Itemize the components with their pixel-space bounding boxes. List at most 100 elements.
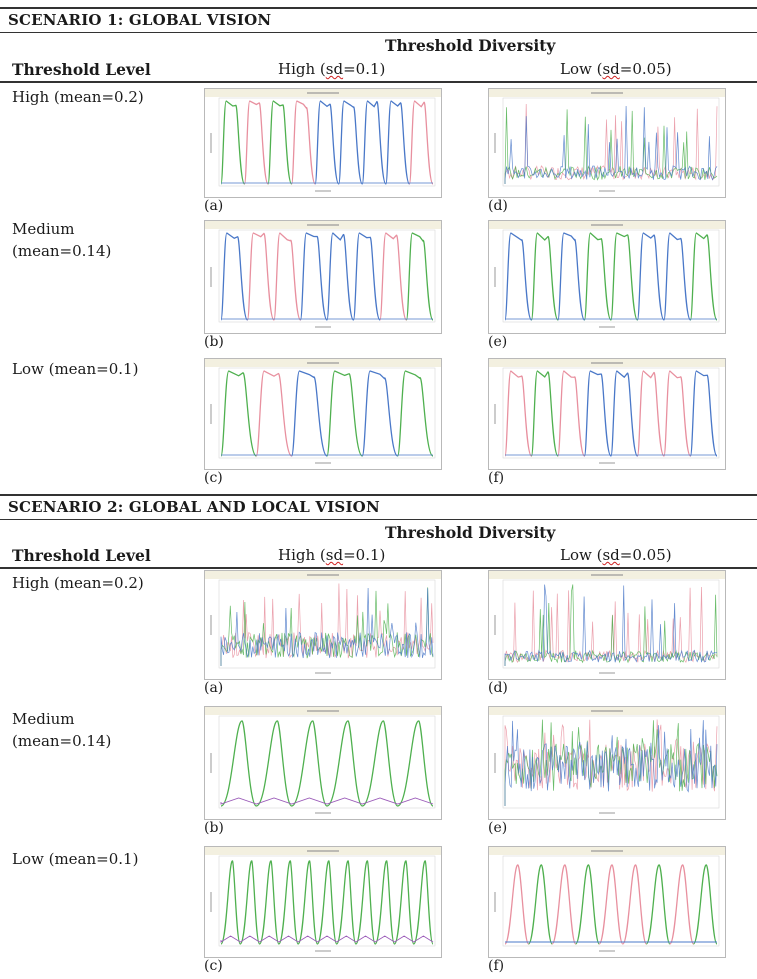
- s1-plot-c-svg: [205, 359, 441, 464]
- scenario-1-title-rule: [0, 32, 757, 33]
- s2-plot-a-svg: [205, 571, 441, 674]
- s2-panel-b-label: (b): [204, 820, 224, 836]
- s2-threshold-level-heading: Threshold Level: [12, 546, 151, 565]
- s2-panel-f-label: (f): [488, 958, 505, 974]
- s2-plot-b: [204, 706, 442, 820]
- series-line: [527, 864, 553, 945]
- s1-panel-e-label: (e): [488, 334, 508, 350]
- scenario-2-title-rule: [0, 519, 757, 520]
- s1-panel-d-label: (d): [488, 198, 508, 214]
- s1-panel-f-label: (f): [488, 470, 505, 486]
- series-line: [267, 100, 293, 185]
- s2-plot-f-svg: [489, 847, 725, 952]
- s2-header-rule: [0, 567, 757, 569]
- s1-panel-b-label: (b): [204, 334, 224, 350]
- series-line: [583, 232, 612, 321]
- plot-area-frame: [218, 579, 436, 669]
- series-line: [385, 100, 411, 185]
- series-line: [504, 370, 533, 457]
- s1-col-high-suffix: =0.1): [343, 60, 386, 78]
- series-baseline: [220, 935, 434, 943]
- s2-plot-d: [488, 570, 726, 680]
- plot-area-frame: [218, 855, 436, 947]
- series-line: [338, 100, 363, 185]
- series-line: [405, 232, 434, 321]
- series-line: [504, 864, 530, 945]
- series-line: [246, 232, 275, 321]
- series-line: [379, 232, 408, 321]
- plot-area-frame: [502, 229, 720, 323]
- s1-plot-d-svg: [489, 89, 725, 192]
- series-line: [220, 860, 434, 945]
- s2-col-high-heading: High (sd=0.1): [278, 546, 385, 564]
- series-line: [291, 370, 328, 457]
- s1-col-high-heading: High (sd=0.1): [278, 60, 385, 78]
- s1-col-low-prefix: Low (: [560, 60, 603, 78]
- series-line: [557, 232, 586, 321]
- s2-panel-d-label: (d): [488, 680, 508, 696]
- plot-area-frame: [502, 579, 720, 669]
- s1-plot-b: [204, 220, 442, 334]
- s1-plot-b-svg: [205, 221, 441, 328]
- s2-plot-d-svg: [489, 571, 725, 674]
- series-line: [530, 232, 559, 321]
- s1-plot-e: [488, 220, 726, 334]
- s1-plot-f: [488, 358, 726, 470]
- s2-panel-c-label: (c): [204, 958, 223, 974]
- series-line: [645, 864, 671, 945]
- s1-plot-a-svg: [205, 89, 441, 192]
- s1-col-low-heading: Low (sd=0.05): [560, 60, 672, 78]
- series-line: [220, 232, 249, 321]
- s1-row-medium-label: Medium (mean=0.14): [12, 220, 112, 260]
- series-line: [636, 232, 665, 321]
- series-line: [291, 100, 316, 185]
- plot-area-frame: [218, 367, 436, 459]
- s1-threshold-level-heading: Threshold Level: [12, 60, 151, 79]
- series-line: [326, 232, 355, 321]
- series-line: [663, 370, 692, 457]
- s1-plot-a: [204, 88, 442, 198]
- series-line: [397, 370, 434, 457]
- s1-col-low-sd: sd: [602, 60, 620, 78]
- plot-area-frame: [218, 715, 436, 809]
- series-baseline: [220, 797, 434, 805]
- scenario-2-top-rule: [0, 494, 757, 496]
- series-line: [622, 864, 647, 945]
- plot-area-frame: [502, 715, 720, 809]
- s1-plot-f-svg: [489, 359, 725, 464]
- series-line: [551, 864, 577, 945]
- s2-panel-a-label: (a): [204, 680, 224, 696]
- series-line: [636, 370, 665, 457]
- series-line: [504, 103, 718, 184]
- s2-plot-c: [204, 846, 442, 958]
- s2-col-high-suffix: =0.1): [343, 546, 386, 564]
- series-line: [314, 100, 340, 185]
- series-line: [689, 232, 718, 321]
- s1-row-low-label: Low (mean=0.1): [12, 360, 139, 378]
- s2-col-low-heading: Low (sd=0.05): [560, 546, 672, 564]
- series-line: [220, 370, 257, 457]
- s1-threshold-diversity-heading: Threshold Diversity: [385, 36, 556, 55]
- series-line: [663, 232, 692, 321]
- plot-area-frame: [502, 855, 720, 947]
- series-line: [220, 720, 434, 807]
- s1-col-low-suffix: =0.05): [619, 60, 672, 78]
- s2-col-low-suffix: =0.05): [619, 546, 672, 564]
- series-line: [504, 232, 533, 321]
- s1-plot-e-svg: [489, 221, 725, 328]
- s2-panel-e-label: (e): [488, 820, 508, 836]
- plot-area-frame: [218, 229, 436, 323]
- s2-threshold-diversity-heading: Threshold Diversity: [385, 523, 556, 542]
- series-line: [692, 864, 718, 945]
- series-line: [408, 100, 434, 185]
- plot-area-frame: [502, 367, 720, 459]
- series-line: [610, 232, 639, 321]
- series-line: [352, 232, 381, 321]
- series-line: [220, 100, 246, 185]
- s2-plot-c-svg: [205, 847, 441, 952]
- s1-plot-c: [204, 358, 442, 470]
- s2-row-low-label: Low (mean=0.1): [12, 850, 139, 868]
- scenario-1-title: SCENARIO 1: GLOBAL VISION: [8, 11, 272, 29]
- s2-row-high-label: High (mean=0.2): [12, 574, 144, 592]
- plot-area-frame: [218, 97, 436, 187]
